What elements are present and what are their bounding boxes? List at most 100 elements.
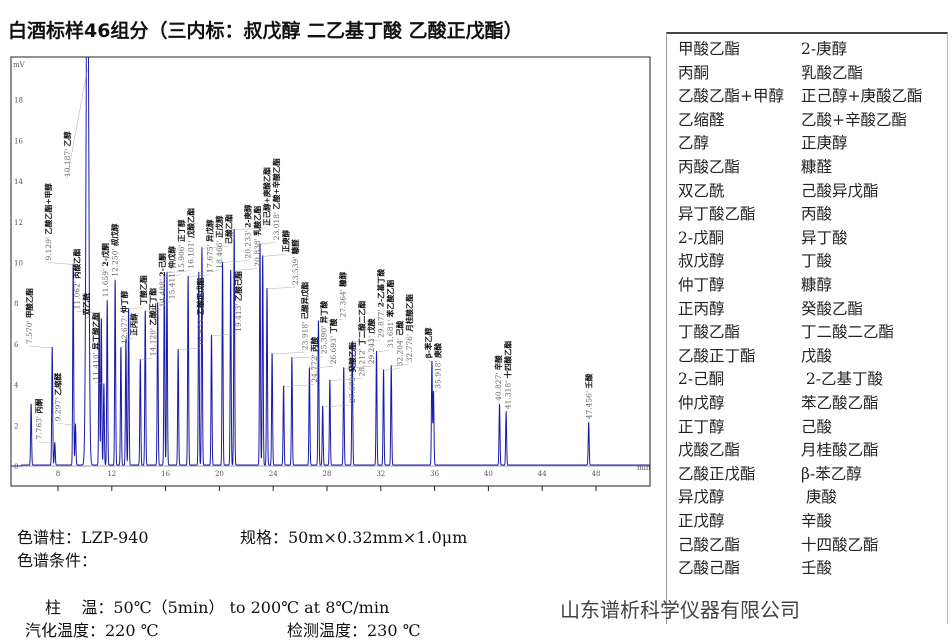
label-leader-line <box>391 364 410 367</box>
compound-item: 己酸 <box>801 417 833 436</box>
peak-name: 正戊醇 <box>214 215 224 238</box>
peak-label: 10.187' 乙醇 <box>62 131 72 177</box>
peak-time: 29.877 <box>377 311 386 337</box>
label-leader-line <box>259 241 277 245</box>
peak-name: 丁酸乙酯 <box>138 275 148 305</box>
compound-item: 异丁酸 <box>801 228 848 247</box>
peak-name: 戊酸 <box>366 318 376 333</box>
x-tick-label: 20 <box>215 470 224 478</box>
peak-name: 异丁酸乙酯 <box>91 312 101 350</box>
compound-item: 异戊醇 <box>678 488 725 507</box>
peak-time: 41.318 <box>504 383 513 409</box>
peak-label: 11.659' 2-戊酮 <box>100 243 110 298</box>
label-leader-line <box>145 309 163 312</box>
peak-label: 9.129' 乙酸乙酯+甲醇 <box>43 183 53 261</box>
label-leader-line <box>166 270 191 273</box>
peak-name: 乙醇 <box>62 131 72 146</box>
peak-name: 乙酸乙酯+甲醇 <box>43 183 53 235</box>
peak-label: 40.827' 辛酸 <box>493 355 503 401</box>
peak-time: 11.410 <box>92 354 101 380</box>
peak-time: 14.120 <box>149 330 158 356</box>
peak-name: 异戊醇 <box>205 219 215 242</box>
label-leader-line <box>329 378 362 381</box>
label-leader-line <box>343 366 372 369</box>
peak-label: 15.411' 仲戊醇 <box>167 245 177 299</box>
peak-name: 叔戊醇 <box>110 223 120 246</box>
peak-label: 双乙酰 <box>81 293 91 316</box>
peak-time: 11.659 <box>101 271 110 297</box>
conditions-heading: 色谱条件： <box>17 551 98 570</box>
peak-name: 异丁酸 <box>319 300 329 323</box>
compound-item: 2-戊酮 <box>678 228 725 247</box>
peak-time: 16.101 <box>187 242 196 268</box>
peak-time: 26.693 <box>329 338 338 364</box>
peak-time: 9.297 <box>54 400 63 422</box>
label-leader-line <box>211 333 239 336</box>
peak-label: 27.679' 癸酸乙酯 <box>347 342 357 403</box>
label-leader-line <box>283 384 315 387</box>
peak-time: 14.488 <box>158 281 167 307</box>
compound-item: 乙酸正丁酯 <box>678 346 756 365</box>
label-leader-line <box>222 260 248 263</box>
peak-name: 乳酸乙酯 <box>252 205 262 235</box>
peak-label: 14.488' 2-己酮 <box>158 253 167 308</box>
peak-time: 27.679 <box>348 377 357 403</box>
peak-name: 丁二酸二乙酯 <box>357 300 367 345</box>
label-leaders <box>28 69 589 444</box>
label-leader-line <box>95 382 104 385</box>
label-leader-line <box>157 301 172 304</box>
peak-name: 丁酸 <box>328 318 338 333</box>
compound-item: 丙酸 <box>801 205 833 224</box>
company-name: 山东谱析科学仪器有限公司 <box>560 598 800 622</box>
compound-item: 乙酸正戊酯 <box>678 464 756 483</box>
peak-label: 正己醇+庚酸乙酯 <box>262 167 272 226</box>
label-leader-line <box>433 390 438 393</box>
peak-time: 19.413 <box>234 305 243 331</box>
y-tick-label: 16 <box>14 137 23 145</box>
peak-label: 16.101' 戊酸乙酯 <box>186 207 196 268</box>
compound-item: 丙酮 <box>678 63 710 82</box>
compound-item: 壬酸 <box>801 559 833 578</box>
peak-label: 11.062' 丙酸乙酯 <box>72 248 82 309</box>
peak-name: 十四酸乙酯 <box>503 340 513 378</box>
y-tick-label: 8 <box>14 300 18 308</box>
peak-label: 15.906' 正丁醇 <box>176 219 186 273</box>
compound-item: 丁酸乙酯 <box>678 323 741 342</box>
label-leader-line <box>104 299 108 302</box>
x-tick-label: 8 <box>56 470 60 478</box>
y-tick-label: 4 <box>14 382 19 390</box>
compound-item: 丁二酸二乙酯 <box>801 323 895 342</box>
compound-item: 丙酸乙酯 <box>678 158 741 176</box>
label-leader-line <box>309 366 334 369</box>
peak-label: 正庚醇 <box>281 229 291 252</box>
peak-label: 32.776' 月桂酸乙酯 <box>404 294 414 363</box>
label-leader-line <box>114 278 116 281</box>
label-leader-line <box>230 268 258 271</box>
peak-time: 15.906 <box>177 246 186 272</box>
compound-item: 正丁醇 <box>678 417 725 436</box>
compound-item: 正丙醇 <box>678 299 725 318</box>
compound-item: 2-己酮 <box>678 370 725 389</box>
peak-name: 仲戊醇 <box>167 245 177 268</box>
compound-item: 丁酸 <box>801 252 833 271</box>
peak-name: 壬酸 <box>584 373 594 388</box>
label-leader-line <box>201 246 229 249</box>
peak-time: 47.456 <box>585 393 594 419</box>
x-tick-label: 12 <box>107 470 116 478</box>
peak-label: 18.466' 正戊醇 <box>214 215 224 269</box>
compound-item: 乙酸己酯 <box>678 559 741 578</box>
peak-label: 28.212' 丁二酸二乙酯 <box>357 300 367 376</box>
y-tick-label: 14 <box>14 178 23 186</box>
y-tick-label: 18 <box>14 97 23 105</box>
peak-name: 苯乙酸乙酯 <box>385 279 395 318</box>
label-leader-line <box>178 347 201 351</box>
compound-item: 乙缩醛 <box>678 110 725 129</box>
compound-item: β-苯乙醇 <box>801 464 862 483</box>
compound-item: 双乙酰 <box>678 181 725 200</box>
chromatogram-trace <box>11 57 650 467</box>
peak-label: 19.413' 乙酸己酯 <box>233 271 243 332</box>
chromatogram-chart: 8 12 16 20 24 28 32 36 40 44 48024681012141618mVmi… <box>10 56 651 491</box>
peak-name: 乙酸己酯 <box>233 271 243 301</box>
peak-name: 乙酸正戊酯 <box>195 277 205 315</box>
peak-name: 丙酸 <box>309 336 319 351</box>
